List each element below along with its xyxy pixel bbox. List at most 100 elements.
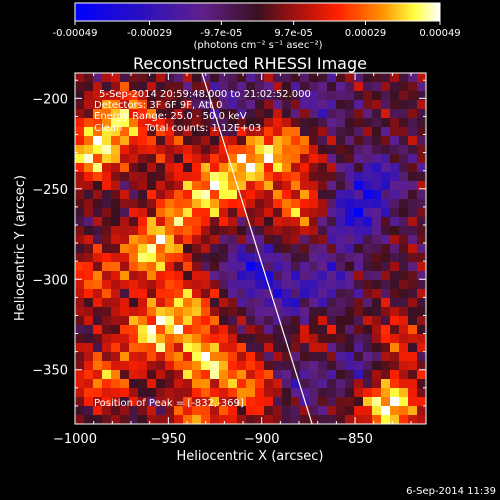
heatmap-cell bbox=[129, 325, 139, 335]
heatmap-cell bbox=[390, 145, 400, 155]
heatmap-cell bbox=[201, 379, 211, 389]
heatmap-cell bbox=[120, 397, 130, 407]
heatmap-cell bbox=[93, 244, 103, 254]
heatmap-cell bbox=[291, 217, 301, 227]
heatmap-cell bbox=[165, 388, 175, 398]
heatmap-cell bbox=[345, 100, 355, 110]
heatmap-cell bbox=[75, 370, 85, 380]
heatmap-cell bbox=[408, 289, 418, 299]
heatmap-cell bbox=[417, 118, 426, 128]
heatmap-cell bbox=[363, 262, 373, 272]
heatmap-cell bbox=[183, 73, 193, 83]
heatmap-cell bbox=[165, 118, 175, 128]
heatmap-cell bbox=[237, 289, 247, 299]
heatmap-cell bbox=[228, 316, 238, 326]
heatmap-cell bbox=[246, 280, 256, 290]
heatmap-cell bbox=[156, 208, 166, 218]
heatmap-cell bbox=[291, 379, 301, 389]
heatmap-cell bbox=[192, 379, 202, 389]
heatmap-cell bbox=[183, 172, 193, 182]
heatmap-cell bbox=[291, 307, 301, 317]
heatmap-cell bbox=[237, 226, 247, 236]
heatmap-cell bbox=[75, 73, 85, 83]
heatmap-cell bbox=[147, 379, 157, 389]
heatmap-cell bbox=[129, 235, 139, 245]
heatmap-cell bbox=[336, 280, 346, 290]
heatmap-cell bbox=[309, 199, 319, 209]
heatmap-cell bbox=[399, 127, 409, 137]
heatmap-cell bbox=[255, 271, 265, 281]
heatmap-cell bbox=[264, 136, 274, 146]
x-axis-label: Heliocentric X (arcsec) bbox=[177, 449, 324, 464]
heatmap-cell bbox=[165, 244, 175, 254]
heatmap-cell bbox=[354, 208, 364, 218]
heatmap-cell bbox=[345, 370, 355, 380]
heatmap-cell bbox=[102, 397, 112, 407]
heatmap-cell bbox=[390, 82, 400, 92]
heatmap-cell bbox=[129, 298, 139, 308]
heatmap-cell bbox=[390, 199, 400, 209]
heatmap-cell bbox=[120, 253, 130, 263]
heatmap-cell bbox=[354, 352, 364, 362]
heatmap-cell bbox=[291, 397, 301, 407]
detectors-label: Detectors: 3F 6F 9F, Att 0 bbox=[94, 100, 222, 111]
heatmap-cell bbox=[75, 217, 85, 227]
heatmap-cell bbox=[147, 415, 157, 424]
heatmap-cell bbox=[363, 208, 373, 218]
heatmap-cell bbox=[354, 145, 364, 155]
heatmap-cell bbox=[336, 388, 346, 398]
heatmap-cell bbox=[381, 361, 391, 371]
heatmap-cell bbox=[363, 82, 373, 92]
heatmap-cell bbox=[129, 316, 139, 326]
heatmap-cell bbox=[327, 118, 337, 128]
heatmap-cell bbox=[264, 73, 274, 83]
heatmap-cell bbox=[246, 181, 256, 191]
heatmap-cell bbox=[381, 262, 391, 272]
heatmap-cell bbox=[255, 145, 265, 155]
heatmap-cell bbox=[399, 91, 409, 101]
heatmap-cell bbox=[111, 289, 121, 299]
heatmap-cell bbox=[201, 388, 211, 398]
heatmap-cell bbox=[273, 118, 283, 128]
heatmap-cell bbox=[417, 136, 426, 146]
heatmap-cell bbox=[264, 244, 274, 254]
heatmap-cell bbox=[381, 379, 391, 389]
heatmap-cell bbox=[147, 406, 157, 416]
heatmap-cell bbox=[111, 199, 121, 209]
heatmap-cell bbox=[192, 217, 202, 227]
heatmap-cell bbox=[417, 289, 426, 299]
heatmap-cell bbox=[327, 415, 337, 424]
heatmap-cell bbox=[102, 235, 112, 245]
heatmap-cell bbox=[120, 118, 130, 128]
heatmap-cell bbox=[318, 208, 328, 218]
heatmap-cell bbox=[291, 190, 301, 200]
heatmap-cell bbox=[201, 316, 211, 326]
heatmap-cell bbox=[120, 208, 130, 218]
heatmap-cell bbox=[327, 388, 337, 398]
heatmap-cells bbox=[75, 73, 426, 424]
heatmap-cell bbox=[165, 289, 175, 299]
heatmap-cell bbox=[192, 298, 202, 308]
heatmap-cell bbox=[156, 262, 166, 272]
heatmap-cell bbox=[345, 154, 355, 164]
heatmap-cell bbox=[84, 172, 94, 182]
heatmap-cell bbox=[228, 226, 238, 236]
heatmap-cell bbox=[183, 325, 193, 335]
colorbar-tick-label: 9.7e-05 bbox=[274, 28, 312, 39]
heatmap-cell bbox=[390, 235, 400, 245]
heatmap-cell bbox=[138, 163, 148, 173]
heatmap-cell bbox=[363, 136, 373, 146]
heatmap-cell bbox=[336, 361, 346, 371]
heatmap-cell bbox=[201, 352, 211, 362]
heatmap-cell bbox=[111, 154, 121, 164]
heatmap-cell bbox=[129, 136, 139, 146]
heatmap-cell bbox=[318, 145, 328, 155]
heatmap-cell bbox=[345, 109, 355, 119]
heatmap-cell bbox=[183, 154, 193, 164]
heatmap-cell bbox=[390, 406, 400, 416]
heatmap-cell bbox=[192, 226, 202, 236]
heatmap-cell bbox=[273, 415, 283, 424]
heatmap-cell bbox=[156, 370, 166, 380]
heatmap-cell bbox=[120, 298, 130, 308]
